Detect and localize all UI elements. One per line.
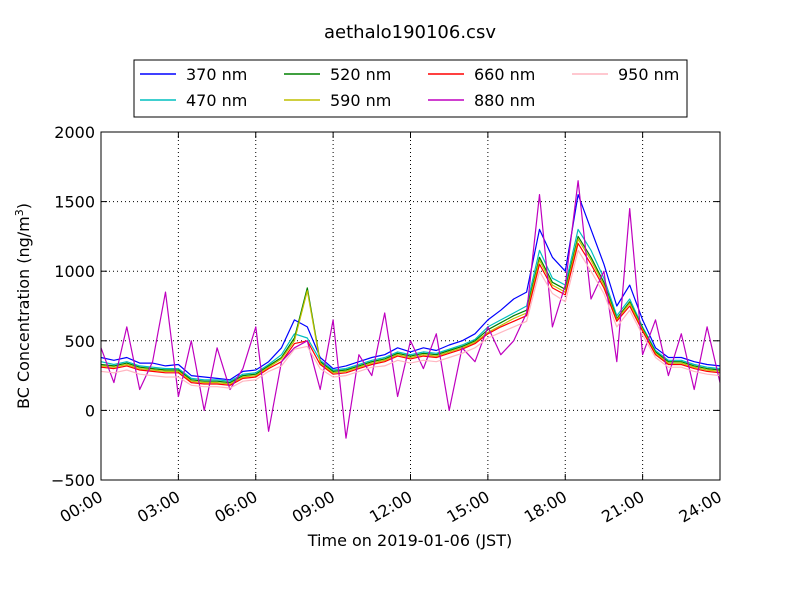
legend-entries: 370 nm 470 nm 520 nm 590 nm 660 nm 880 nm 950 …	[140, 65, 679, 110]
x-tick-label: 18:00	[521, 487, 570, 527]
x-tick-label: 06:00	[211, 487, 260, 527]
y-tick-label: 2000	[54, 123, 95, 142]
y-tick-label: 500	[64, 332, 95, 351]
x-axis-label: Time on 2019-01-06 (JST)	[307, 531, 512, 550]
y-tick-label: 1000	[54, 262, 95, 281]
series-line-5	[100, 242, 721, 386]
y-axis-label-superscript: 3	[13, 209, 26, 216]
legend-label: 520 nm	[330, 65, 391, 84]
legend-label: 950 nm	[618, 65, 679, 84]
series-line-6	[100, 180, 721, 439]
y-axis-label-close: )	[14, 203, 33, 209]
series-line-1	[100, 194, 721, 381]
x-tick-label: 21:00	[598, 487, 647, 527]
legend-label: 470 nm	[186, 91, 247, 110]
x-tick-label: 12:00	[366, 487, 415, 527]
chart-title: aethalo190106.csv	[324, 22, 496, 43]
y-tick-label: 1500	[54, 193, 95, 212]
legend-label: 880 nm	[474, 91, 535, 110]
y-axis-label: BC Concentration (ng/m3)	[13, 203, 33, 409]
x-tick-label: 03:00	[134, 487, 183, 527]
series-line-7	[100, 249, 721, 389]
legend-label: 590 nm	[330, 91, 391, 110]
legend-box	[133, 59, 688, 118]
y-tick-label: −500	[51, 471, 95, 490]
legend-label: 660 nm	[474, 65, 535, 84]
legend-label: 370 nm	[186, 65, 247, 84]
series-lines	[100, 180, 721, 439]
x-tick-label: 09:00	[289, 487, 338, 527]
legend: 370 nm 470 nm 520 nm 590 nm 660 nm 880 nm 950 …	[133, 59, 688, 118]
x-tick-label: 00:00	[57, 487, 106, 527]
y-axis-label-main: BC Concentration (ng/m	[14, 216, 33, 409]
plot-area: 00:00 03:00 06:00 09:00 12:00 15:00 18:00 21:00…	[51, 123, 725, 527]
x-tick-label: 24:00	[676, 487, 725, 527]
y-tick-label: 0	[85, 401, 95, 420]
series-line-2	[100, 228, 721, 382]
x-tick-label: 15:00	[443, 487, 492, 527]
